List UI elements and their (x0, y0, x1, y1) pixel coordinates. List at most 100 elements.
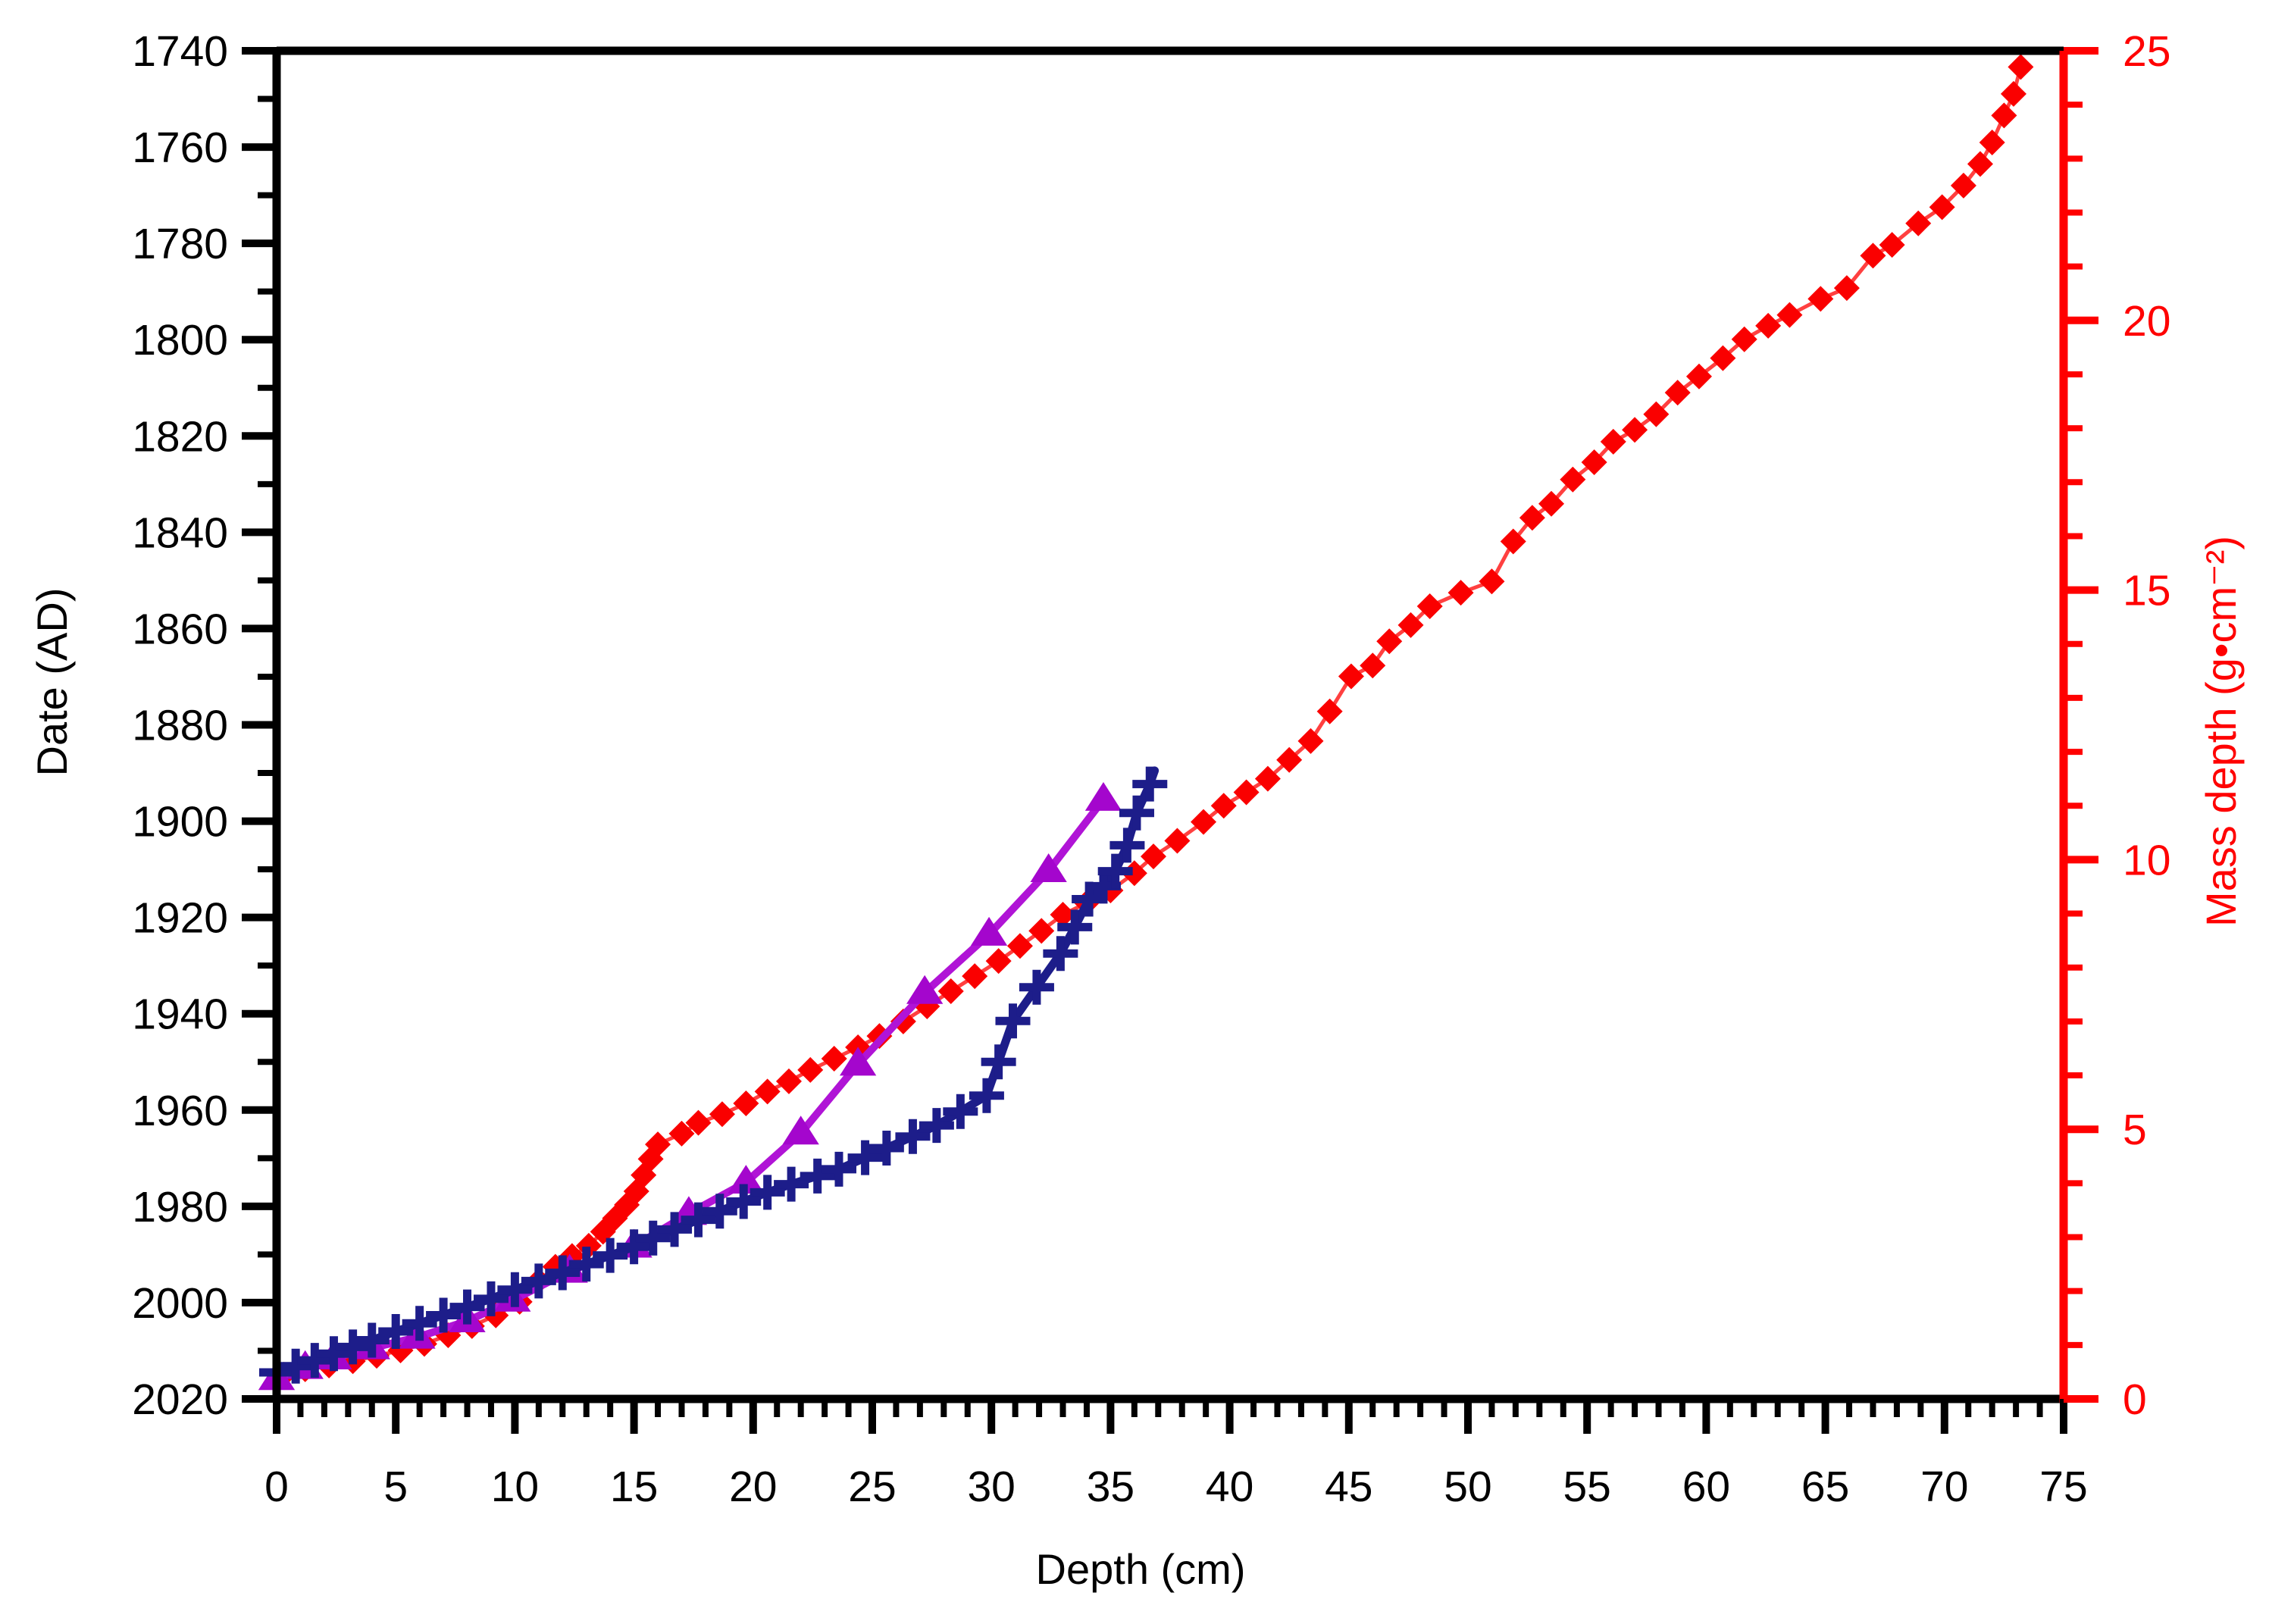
diamond-marker (1338, 663, 1364, 690)
plus-marker (593, 1238, 628, 1273)
plus-marker (1019, 969, 1054, 1005)
y-left-tick-label: 1880 (132, 702, 228, 750)
plus-marker (568, 1247, 604, 1282)
plus-marker (635, 1220, 671, 1256)
diamond-marker (685, 1109, 712, 1136)
diamond-marker (1560, 466, 1586, 493)
diamond-marker (1191, 809, 1217, 835)
x-tick-label: 20 (729, 1463, 777, 1511)
plus-marker (657, 1212, 693, 1247)
plus-marker (868, 1130, 904, 1166)
series-layer (258, 54, 2034, 1391)
diamond-marker (1776, 302, 1803, 328)
diamond-marker (937, 978, 964, 1005)
y-left-tick-label: 1820 (132, 412, 228, 461)
plus-marker (774, 1166, 809, 1202)
plus-marker (981, 1044, 1016, 1080)
y-left-tick-label: 1980 (132, 1183, 228, 1231)
y-right-tick-label: 0 (2123, 1375, 2147, 1424)
plus-marker (821, 1151, 856, 1187)
diamond-marker (2000, 80, 2026, 107)
plus-marker (316, 1336, 352, 1372)
diamond-marker (1050, 901, 1076, 928)
plus-marker (847, 1140, 883, 1175)
diamond-marker (1254, 765, 1281, 792)
plus-marker (1119, 795, 1154, 831)
y-axis-title-left: Date (AD) (28, 588, 76, 777)
y-right-tick-label: 25 (2123, 27, 2170, 76)
y-left-tick-label: 1960 (132, 1087, 228, 1135)
y-left-tick-label: 1840 (132, 508, 228, 557)
diamond-marker (1447, 580, 1474, 606)
y-left-tick-label: 2020 (132, 1375, 228, 1424)
diamond-marker (1316, 698, 1343, 724)
age-depth-model-crosses-line (272, 766, 1160, 1377)
triangle-marker (1084, 781, 1122, 811)
y-left-tick-label: 1800 (132, 316, 228, 365)
diamond-marker (1879, 232, 1905, 258)
plus-marker (473, 1281, 509, 1316)
x-tick-label: 70 (1920, 1463, 1968, 1511)
diamond-marker (709, 1101, 735, 1128)
diamond-marker (1755, 312, 1782, 339)
plus-marker (497, 1272, 533, 1307)
diamond-marker (962, 963, 988, 990)
diamond-marker (1140, 843, 1166, 870)
y-left-tick-label: 1760 (132, 124, 228, 172)
diamond-marker (1276, 746, 1303, 773)
diamond-marker (1643, 401, 1670, 427)
x-tick-label: 10 (491, 1463, 539, 1511)
age-depth-model-triangles-line (273, 796, 1107, 1383)
diamond-marker (1538, 490, 1565, 517)
plus-marker (750, 1175, 785, 1210)
diamond-marker (1950, 172, 1976, 199)
plus-marker (297, 1343, 333, 1378)
diamond-marker (1967, 151, 1993, 177)
triangle-marker (728, 1165, 765, 1194)
diamond-marker (754, 1078, 781, 1105)
plus-marker (354, 1322, 390, 1358)
diamond-marker (1121, 860, 1147, 887)
plus-marker (1057, 909, 1093, 945)
diamond-marker (1905, 210, 1932, 236)
plus-marker (943, 1094, 978, 1129)
plus-marker (1097, 853, 1133, 889)
plus-marker (919, 1108, 954, 1144)
y-right-tick-label: 5 (2123, 1106, 2147, 1154)
plus-marker (1043, 936, 1078, 972)
diamond-marker (1860, 243, 1886, 269)
diamond-marker (1397, 612, 1424, 638)
y-left-tick-label: 2000 (132, 1279, 228, 1328)
diamond-marker (1664, 380, 1691, 406)
plus-marker (426, 1297, 462, 1333)
y-left-tick-label: 1740 (132, 27, 228, 76)
diamond-marker (1360, 652, 1386, 679)
y-right-tick-label: 20 (2123, 297, 2170, 346)
diamond-marker (1600, 428, 1626, 455)
y-left-tick-label: 1860 (132, 605, 228, 653)
chart-render-root: 0 5 10 15 20 25 30 35 40 45 50 55 60 65 70 751740176017… (132, 27, 2170, 1511)
diamond-marker (821, 1045, 847, 1072)
diamond-marker (1685, 363, 1712, 390)
diamond-marker (1479, 568, 1505, 595)
plus-marker (895, 1119, 931, 1154)
y-axis-title-right: Mass depth (g•cm⁻²) (2197, 536, 2245, 927)
x-tick-label: 45 (1325, 1463, 1372, 1511)
x-tick-label: 30 (967, 1463, 1015, 1511)
x-tick-label: 55 (1563, 1463, 1610, 1511)
diamond-marker (797, 1056, 824, 1083)
triangle-marker (906, 975, 944, 1004)
x-axis: 0 5 10 15 20 25 30 35 40 45 50 55 60 65 70 75 (264, 1399, 2088, 1511)
y-axis-right: 0 5 10 15 20 25 (2064, 27, 2170, 1424)
diamond-marker (2008, 54, 2034, 80)
x-tick-label: 75 (2039, 1463, 2087, 1511)
diamond-marker (1807, 286, 1834, 312)
plus-marker (402, 1306, 437, 1341)
x-tick-label: 50 (1444, 1463, 1491, 1511)
plus-marker (616, 1229, 652, 1265)
plus-marker (378, 1314, 414, 1350)
diamond-marker (1519, 505, 1545, 531)
plus-marker (726, 1184, 762, 1219)
diamond-marker (1710, 345, 1736, 371)
